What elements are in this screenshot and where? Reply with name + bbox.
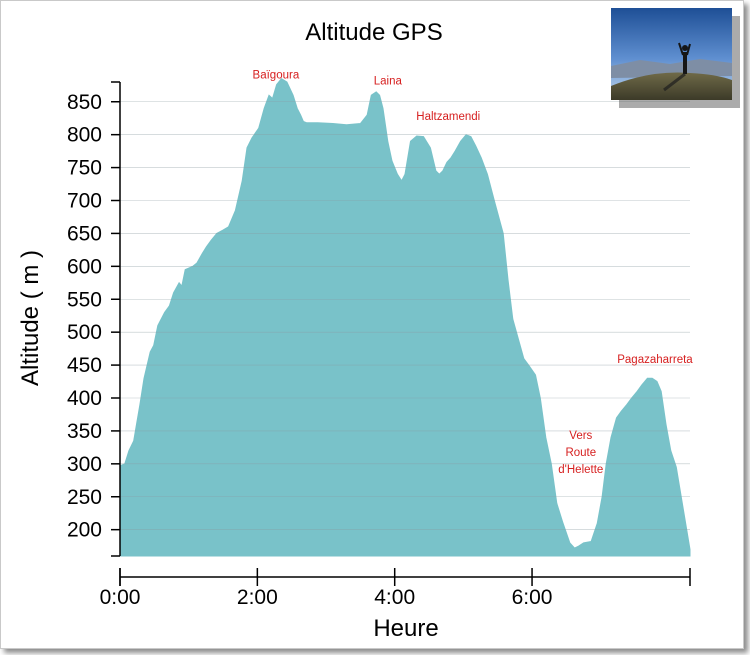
y-tick-label: 350 — [67, 420, 102, 443]
y-tick-label: 750 — [67, 157, 102, 180]
y-tick-label: 300 — [67, 453, 102, 476]
y-tick-label: 200 — [67, 519, 102, 542]
grid-layer — [120, 101, 690, 530]
y-tick-label: 500 — [67, 321, 102, 344]
peak-annotation: Route — [565, 447, 596, 459]
y-tick-label: 450 — [67, 354, 102, 377]
peak-annotation: d'Helette — [558, 464, 603, 476]
x-tick-label: 4:00 — [374, 586, 415, 609]
y-tick-label: 250 — [67, 486, 102, 509]
chart-title: Altitude GPS — [305, 19, 442, 46]
y-tick-label: 700 — [67, 190, 102, 213]
altitude-area — [119, 78, 691, 557]
peak-annotation: Laina — [374, 76, 403, 88]
x-tick-label: 0:00 — [100, 586, 141, 609]
peak-annotation: Vers — [569, 430, 592, 442]
x-axis-label: Heure — [373, 615, 438, 642]
peak-annotation: Haltzamendi — [416, 111, 480, 123]
area-layer — [119, 78, 691, 557]
y-tick-label: 550 — [67, 288, 102, 311]
peak-annotation: Pagazaharreta — [617, 354, 693, 366]
y-tick-label: 600 — [67, 255, 102, 278]
y-tick-label: 800 — [67, 124, 102, 147]
annotation-layer: Baïgoura Laina Haltzamendi Vers Route d'Helet… — [253, 70, 694, 476]
y-axis-label: Altitude ( m ) — [17, 250, 44, 386]
x-tick-label: 6:00 — [512, 586, 553, 609]
y-tick-label: 850 — [67, 91, 102, 114]
y-tick-label: 400 — [67, 387, 102, 410]
peak-annotation: Baïgoura — [253, 70, 300, 82]
y-tick-label: 650 — [67, 222, 102, 245]
axis-layer: 200 250 300 350 400 450 500 550 600 650 700 750 800 8… — [67, 81, 691, 609]
x-tick-label: 2:00 — [237, 586, 278, 609]
landscape-photo — [611, 8, 740, 108]
